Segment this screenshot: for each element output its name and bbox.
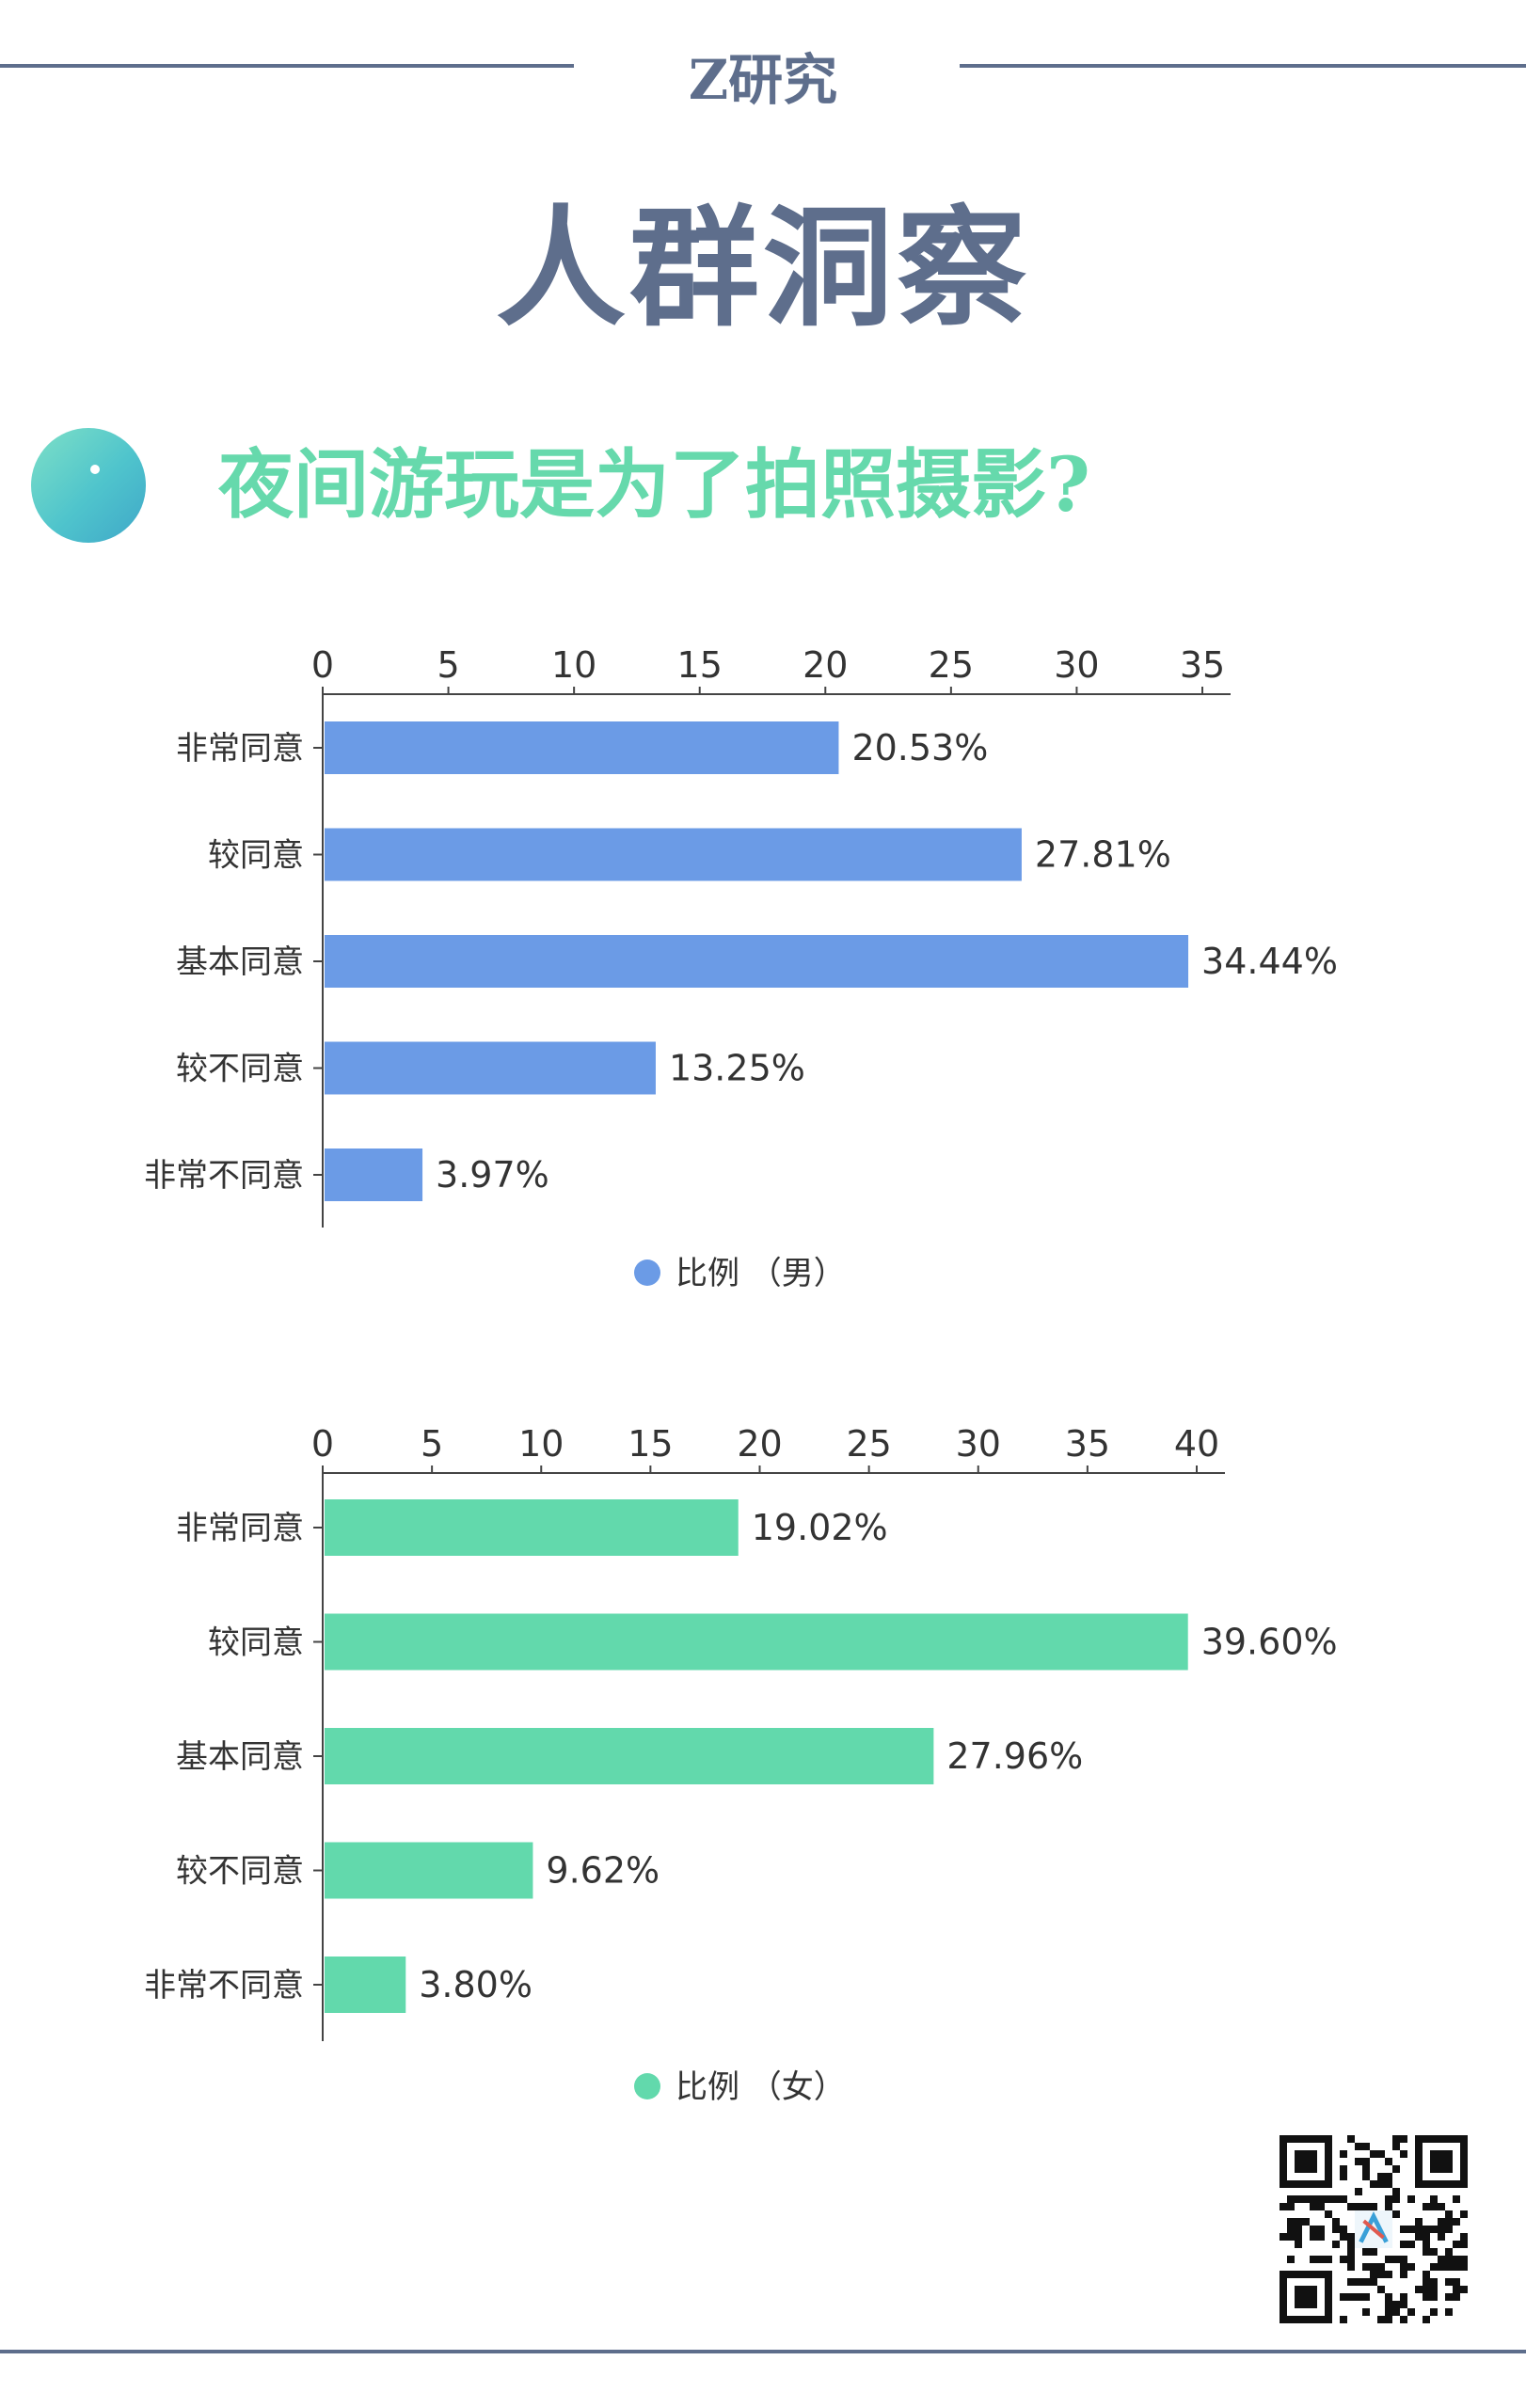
value-label: 3.80% [419, 1964, 533, 2005]
header-rule-left [0, 64, 574, 68]
x-tick-label: 35 [1180, 644, 1225, 686]
bar [325, 828, 1022, 881]
category-label: 非常不同意 [144, 1157, 304, 1195]
value-label: 13.25% [669, 1048, 805, 1089]
legend-label: 比例 （男） [676, 1255, 846, 1292]
category-label: 非常同意 [176, 1510, 304, 1547]
x-tick-label: 25 [929, 644, 974, 686]
x-tick-label: 15 [628, 1423, 673, 1465]
bar [325, 1499, 739, 1556]
category-label: 较同意 [208, 1624, 304, 1662]
chart-male: 0 5 10 15 20 25 30 35 非常同意 20.53% 较同意 27.81% 基本同意 34.… [144, 644, 1338, 1292]
bar [325, 1842, 533, 1899]
brand-name: Z研究 [688, 48, 838, 112]
header-rule-right [960, 64, 1526, 68]
bar [325, 1613, 1188, 1671]
legend-label: 比例 （女） [676, 2068, 846, 2106]
category-label: 基本同意 [176, 1738, 304, 1776]
page-title: 人群洞察 [495, 191, 1030, 344]
category-label: 非常同意 [176, 730, 304, 768]
bar [325, 935, 1189, 988]
value-label: 39.60% [1201, 1622, 1338, 1663]
footer-rule [0, 2350, 1526, 2353]
x-tick-label: 10 [518, 1423, 564, 1465]
category-label: 非常不同意 [144, 1967, 304, 2004]
x-tick-label: 25 [846, 1423, 891, 1465]
qr-code-icon [1280, 2135, 1468, 2323]
x-tick-label: 5 [421, 1423, 443, 1465]
x-tick-label: 30 [956, 1423, 1001, 1465]
x-tick-label: 5 [437, 644, 459, 686]
orb-highlight [90, 465, 100, 474]
x-tick-label: 20 [803, 644, 848, 686]
value-label: 27.96% [946, 1735, 1083, 1777]
x-tick-label: 40 [1174, 1423, 1219, 1465]
x-tick-label: 30 [1054, 644, 1099, 686]
x-tick-label: 15 [677, 644, 723, 686]
chart-female: 0 5 10 15 20 25 30 35 40 非常同意 19.02% 较同意 39.60% 基本同意 2… [144, 1423, 1338, 2106]
x-tick-label: 0 [311, 644, 334, 686]
bar [325, 721, 839, 774]
bar [325, 1728, 934, 1784]
section-question: 夜间游玩是为了拍照摄影? [218, 440, 1090, 529]
x-tick-label: 10 [551, 644, 596, 686]
gradient-orb-icon [31, 428, 146, 543]
value-label: 27.81% [1035, 834, 1171, 876]
legend-marker [634, 1259, 660, 1286]
x-tick-label: 20 [737, 1423, 782, 1465]
category-label: 基本同意 [176, 943, 304, 981]
value-label: 3.97% [436, 1154, 549, 1196]
bar [325, 1149, 423, 1201]
value-label: 9.62% [546, 1850, 660, 1892]
value-label: 19.02% [752, 1507, 888, 1548]
value-label: 20.53% [851, 727, 988, 768]
value-label: 34.44% [1201, 941, 1338, 982]
category-label: 较不同意 [176, 1051, 304, 1088]
category-label: 较同意 [208, 837, 304, 875]
bar [325, 1041, 656, 1095]
legend-marker [634, 2073, 660, 2099]
bar [325, 1956, 406, 2013]
x-tick-label: 0 [311, 1423, 334, 1465]
x-tick-label: 35 [1065, 1423, 1110, 1465]
category-label: 较不同意 [176, 1853, 304, 1891]
